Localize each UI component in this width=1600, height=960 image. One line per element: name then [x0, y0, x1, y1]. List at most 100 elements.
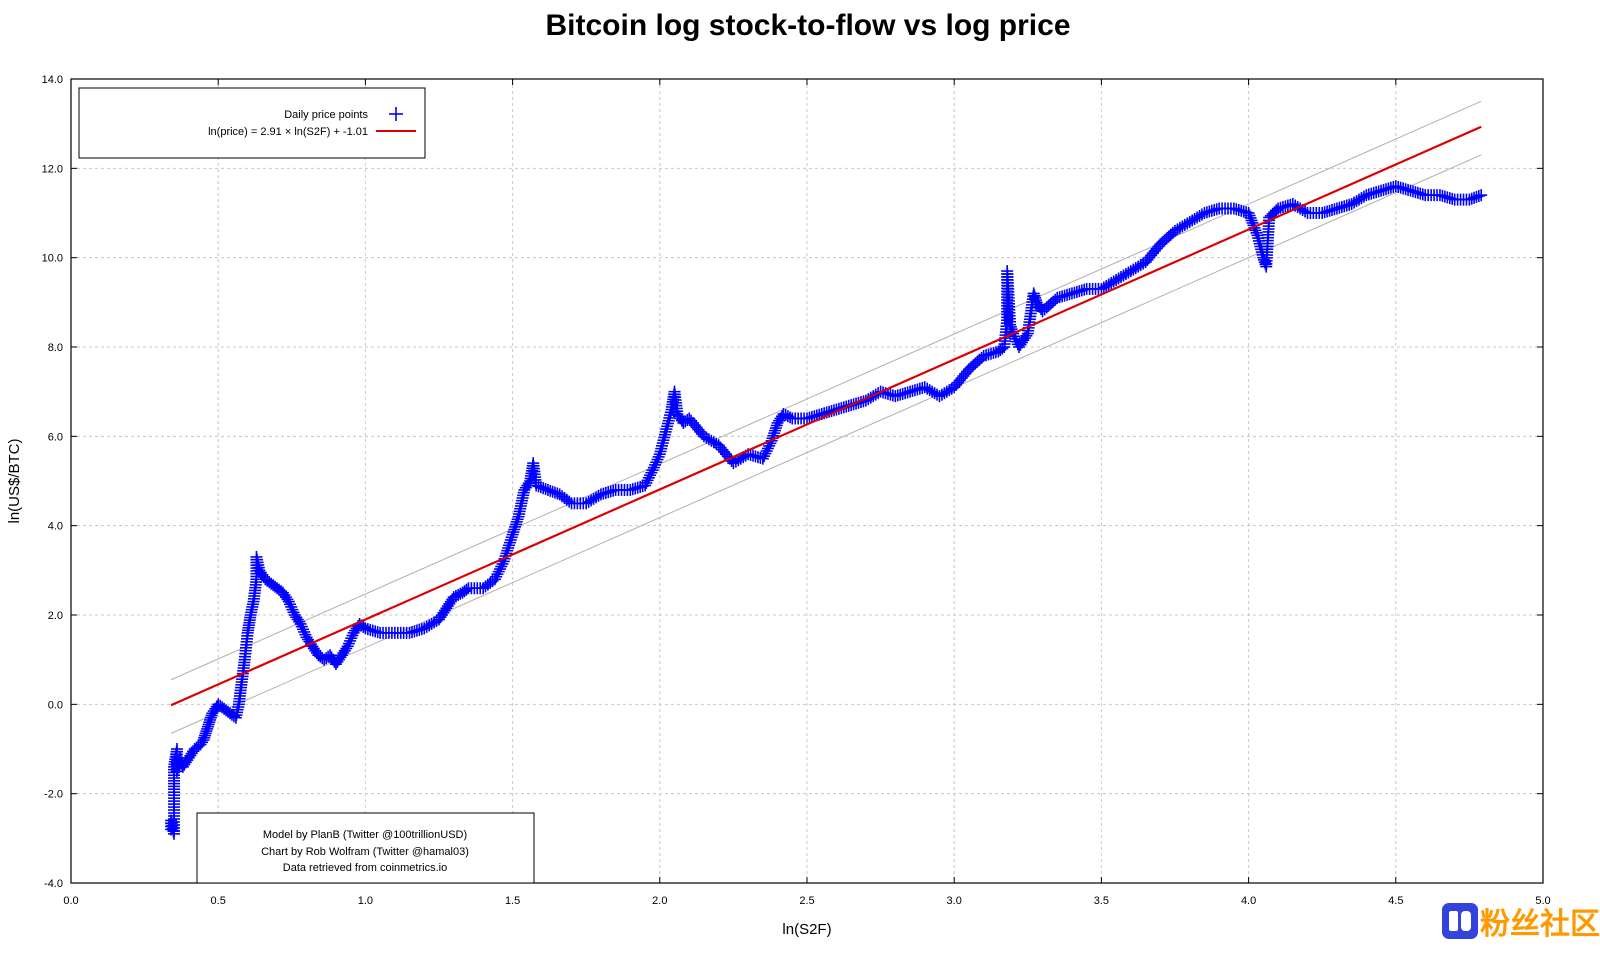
chart-title: Bitcoin log stock-to-flow vs log price — [545, 9, 1070, 42]
data-point — [501, 544, 514, 557]
data-point — [509, 520, 522, 533]
data-point — [1115, 271, 1128, 284]
data-point — [299, 628, 312, 641]
watermark-logo-part — [1461, 911, 1471, 931]
data-point — [1097, 281, 1110, 294]
x-tick-label: 4.5 — [1388, 895, 1403, 907]
data-point — [582, 495, 595, 508]
watermark-logo-part — [1449, 911, 1458, 931]
data-point — [495, 560, 508, 573]
data-point — [1134, 259, 1147, 272]
data-point — [340, 642, 353, 655]
data-point — [492, 565, 505, 578]
data-point — [293, 615, 306, 628]
watermark: 粉丝社区 — [1442, 903, 1600, 942]
x-tick-label: 5.0 — [1535, 895, 1550, 907]
data-point — [590, 491, 603, 504]
data-point — [1186, 214, 1199, 227]
data-point — [702, 433, 715, 446]
data-point — [428, 616, 441, 629]
plot-marks — [165, 100, 1488, 840]
data-point — [784, 411, 797, 424]
y-tick-label: 10.0 — [42, 253, 63, 265]
data-point — [502, 542, 515, 554]
data-point — [923, 384, 936, 397]
data-point — [342, 637, 355, 650]
data-point — [943, 384, 956, 397]
legend: Daily price points ln(price) = 2.91 × ln… — [78, 87, 426, 159]
data-point — [649, 458, 662, 471]
data-point — [506, 528, 519, 541]
data-point — [488, 573, 501, 586]
data-point — [418, 622, 431, 635]
data-point — [1299, 205, 1312, 218]
y-tick-label: 4.0 — [48, 521, 63, 533]
data-point — [505, 531, 518, 544]
data-point — [1169, 224, 1181, 237]
data-point — [1117, 269, 1130, 282]
data-point — [346, 629, 359, 642]
data-point — [1112, 272, 1125, 285]
x-tick-label: 1.0 — [358, 895, 373, 907]
data-point — [286, 603, 299, 616]
scatter-series — [165, 180, 1488, 840]
data-point — [1250, 226, 1263, 239]
data-point — [504, 533, 517, 546]
data-point — [933, 390, 946, 403]
data-point — [295, 620, 308, 633]
data-point — [284, 598, 297, 611]
data-point — [585, 494, 598, 507]
data-point — [935, 388, 948, 401]
data-point — [645, 466, 658, 479]
x-tick-label: 0.5 — [211, 895, 226, 907]
data-point — [282, 595, 295, 608]
band-line — [170, 100, 1482, 681]
data-point — [1286, 198, 1299, 211]
data-point — [732, 454, 745, 467]
data-point — [651, 453, 664, 466]
legend-marker-plus — [389, 107, 403, 121]
data-point — [1355, 192, 1368, 205]
watermark-text: 粉丝社区 — [1480, 907, 1600, 942]
y-tick-label: 14.0 — [42, 74, 63, 86]
grid-lines — [71, 79, 1543, 883]
data-point — [1348, 196, 1361, 209]
data-point — [285, 600, 298, 613]
data-point — [1353, 193, 1365, 206]
data-point — [587, 492, 600, 505]
data-point — [1095, 282, 1108, 295]
data-point — [296, 623, 309, 636]
data-point — [707, 436, 720, 449]
data-point — [294, 617, 307, 630]
data-point — [345, 632, 358, 645]
x-tick-label: 4.0 — [1241, 895, 1256, 907]
data-point — [642, 471, 655, 484]
x-axis-label: ln(S2F) — [782, 921, 831, 938]
data-point — [420, 620, 433, 633]
x-tick-label: 1.5 — [505, 895, 520, 907]
data-point — [768, 427, 781, 440]
data-point — [652, 450, 665, 463]
data-point — [1107, 275, 1120, 288]
data-point — [1183, 215, 1196, 228]
data-point — [644, 469, 657, 482]
data-point — [729, 455, 742, 468]
y-tick-label: 0.0 — [48, 699, 63, 711]
data-point — [1173, 221, 1186, 234]
data-point — [490, 570, 503, 583]
data-point — [650, 456, 663, 469]
credits-box: Model by PlanB (Twitter @100trillionUSD)… — [196, 812, 535, 884]
data-point — [341, 640, 354, 653]
data-point — [1122, 266, 1135, 279]
data-point — [508, 523, 521, 536]
data-point — [1178, 218, 1191, 231]
data-point — [760, 445, 773, 458]
y-tick-label: 6.0 — [48, 431, 63, 443]
data-point — [769, 424, 782, 437]
data-point — [1176, 220, 1189, 233]
data-point — [918, 381, 931, 394]
data-point — [756, 452, 769, 465]
data-point — [1244, 211, 1257, 224]
data-point — [1242, 207, 1255, 219]
data-point — [1124, 265, 1137, 278]
